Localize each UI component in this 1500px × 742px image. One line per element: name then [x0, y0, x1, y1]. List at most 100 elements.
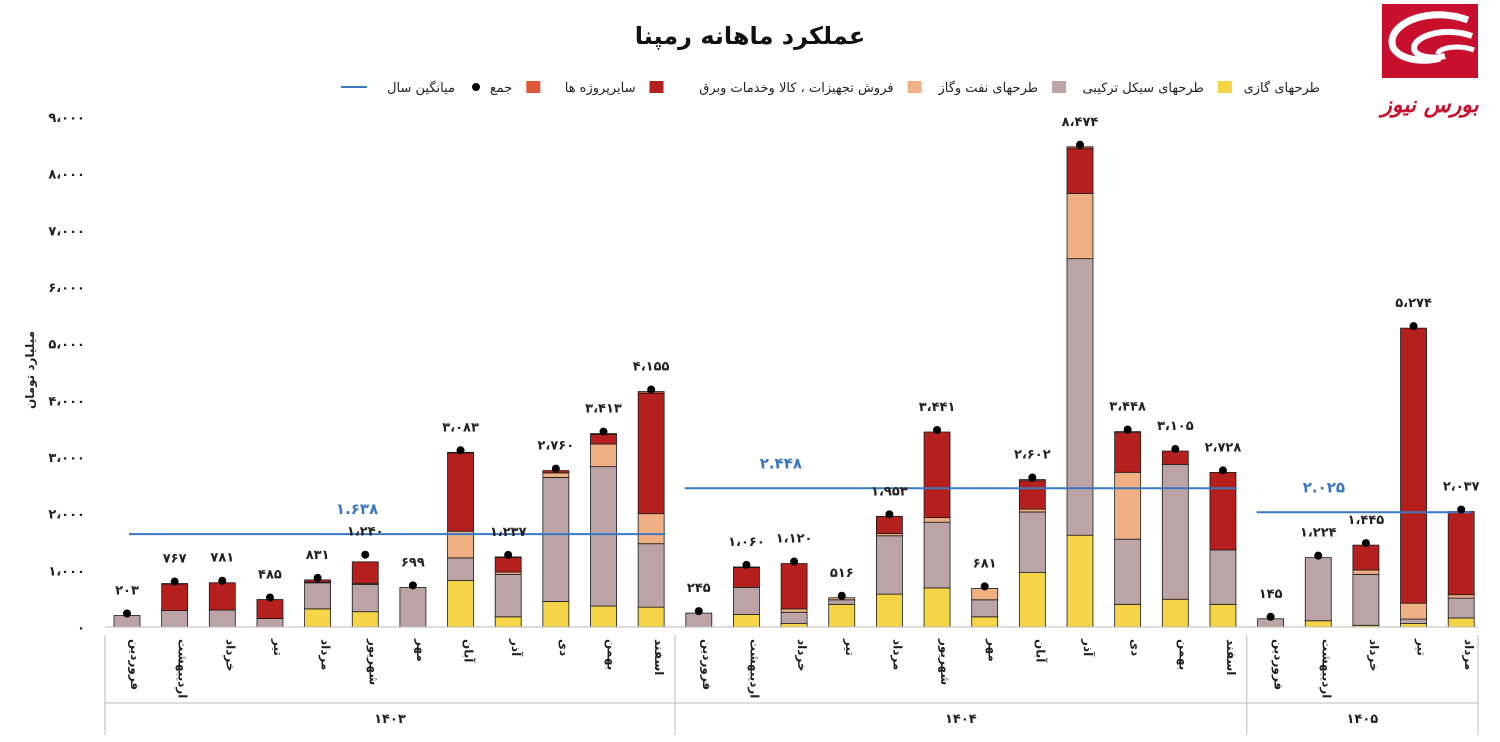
x-tick-label: تیر [271, 638, 285, 656]
total-label: ۲،۷۶۰ [538, 439, 575, 454]
x-tick-label: تیر [1415, 638, 1429, 656]
bar-segment [208, 609, 236, 628]
bar-segment [637, 513, 665, 545]
bar-segment [1400, 623, 1427, 628]
total-dot [408, 581, 417, 590]
bar-segment [1447, 511, 1475, 596]
average-label: ۲.۰۲۵ [1303, 478, 1345, 496]
bar-segment [1447, 597, 1475, 619]
legend-label: طرحهای سیکل ترکیبی [1082, 81, 1203, 96]
bar-segment [1209, 603, 1237, 628]
bar-segment [780, 611, 808, 624]
total-dot [885, 510, 894, 519]
bar-segment [494, 573, 522, 618]
year-label: ۱۴۰۴ [945, 712, 977, 727]
x-tick-label: دی [557, 639, 571, 656]
bar-segment [304, 608, 332, 628]
bar-segment [637, 392, 665, 515]
x-tick-label: بهمن [1176, 639, 1190, 670]
total-dot [647, 385, 656, 394]
total-dot [1171, 445, 1180, 454]
legend-swatch [526, 81, 541, 93]
bar-segment [780, 608, 808, 613]
bar-segment [447, 557, 474, 581]
bar-segment [161, 610, 189, 628]
total-label: ۱،۴۴۵ [1348, 513, 1385, 528]
legend-label: طرحهای گازی [1244, 80, 1320, 96]
logo: بورس نیوز [1378, 4, 1480, 118]
bar-segment [351, 611, 379, 628]
bar-segment [208, 582, 236, 611]
bar-segment [971, 616, 999, 628]
total-dot [1123, 425, 1132, 434]
x-tick-label: آبان [1033, 639, 1048, 663]
legend-label: میانگین سال [387, 80, 455, 96]
x-tick-label: مرداد [1462, 639, 1476, 670]
x-tick-label: مهر [986, 638, 1000, 662]
total-label: ۸۳۱ [306, 548, 330, 563]
legend-label: فروش تجهیزات ، کالا وخدمات وبرق [699, 81, 893, 96]
x-tick-label: شهریور [365, 638, 380, 685]
y-axis-ticks: ۰ ۱،۰۰۰ ۲،۰۰۰ ۳،۰۰۰ ۴،۰۰۰ ۵،۰۰۰ ۶،۰۰۰ ۷،۰۰۰ ۸،۰۰… [48, 111, 85, 636]
total-dot [1314, 551, 1323, 560]
total-dot [742, 560, 751, 569]
total-markers: ۲۰۳ ۷۶۷ ۷۸۱ ۴۸۵ ۸۳۱ ۱،۲۴۰ ۶۹۹ ۳،۰۸۳ ۱،۲۳۷ ۲،۷۶۰ ۳،… [115, 115, 1480, 621]
total-dot [551, 464, 560, 473]
bar-segment [1066, 534, 1094, 628]
bar-segment [1066, 193, 1094, 260]
bar-segment [1018, 572, 1046, 628]
bar-segment [637, 543, 665, 608]
bar-segment [590, 443, 617, 468]
total-label: ۶۸۱ [973, 556, 997, 571]
x-tick-label: خرداد [795, 639, 809, 672]
total-label: ۷۸۱ [210, 551, 234, 566]
total-dot [361, 550, 370, 559]
bar-segment [923, 431, 951, 519]
bar-segment [1400, 618, 1427, 624]
total-label: ۱،۲۲۴ [1300, 526, 1337, 541]
total-dot [1218, 466, 1227, 475]
x-tick-label: مهر [414, 638, 428, 662]
total-label: ۲،۶۰۲ [1014, 448, 1051, 463]
bar-segment [1114, 432, 1142, 473]
x-tick-label: فروردین [699, 639, 714, 690]
x-tick-label: اردیبهشت [1319, 639, 1333, 698]
y-tick-label: ۹،۰۰۰ [48, 111, 85, 126]
total-dot [123, 609, 131, 618]
bar-segment [1304, 620, 1332, 628]
bar-segment [733, 586, 760, 615]
total-label: ۲،۰۳۷ [1443, 480, 1480, 495]
logo-swoosh-2 [1410, 29, 1474, 61]
legend-label: طرحهای نفت وگاز [937, 80, 1038, 96]
legend: طرحهای گازی طرحهای سیکل ترکیبی طرحهای نفت … [340, 80, 1320, 96]
total-dot [504, 550, 513, 559]
bar-segment [1400, 602, 1427, 620]
bar-segment [399, 586, 427, 628]
bar-segment [256, 599, 284, 619]
total-label: ۱،۰۶۰ [728, 535, 765, 550]
bar-segment [733, 567, 760, 588]
bar-segment [876, 593, 903, 628]
bar-segment [351, 584, 379, 613]
bar-segment [1161, 598, 1189, 628]
x-tick-label: آذر [1081, 638, 1096, 657]
bar-segment [1352, 544, 1380, 571]
year-label: ۱۴۰۵ [1347, 712, 1379, 727]
x-tick-label: اردیبهشت [747, 639, 761, 698]
y-tick-label: ۱،۰۰۰ [48, 564, 85, 579]
average-lines: ۱.۶۳۸ ۲.۴۴۸ ۲.۰۲۵ [129, 454, 1472, 536]
legend-label: سایرپروژه ها [565, 81, 636, 96]
bar-segment [447, 580, 474, 628]
legend-swatch [1052, 81, 1067, 93]
y-tick-label: ۵،۰۰۰ [48, 338, 85, 353]
y-tick-label: ۰ [77, 621, 85, 636]
bar-segment [542, 476, 570, 602]
bar-segment [876, 535, 903, 595]
bar-segment [542, 472, 570, 478]
y-tick-label: ۳،۰۰۰ [48, 451, 85, 466]
bar-segment [1114, 471, 1142, 540]
bar-segment [590, 433, 617, 445]
bar-segment [590, 466, 617, 607]
total-label: ۵،۲۷۴ [1395, 296, 1432, 311]
